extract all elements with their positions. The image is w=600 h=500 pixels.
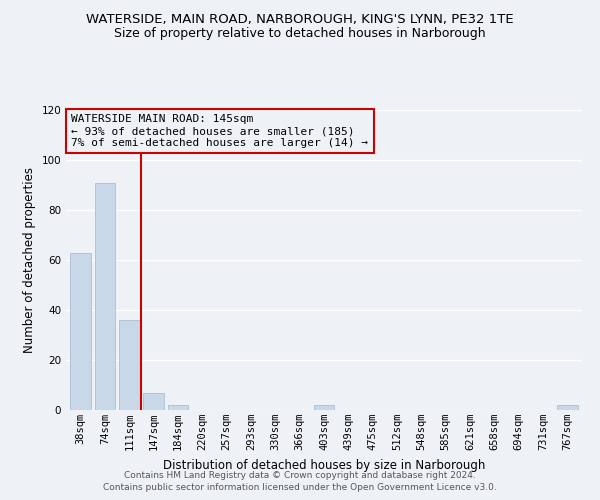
Bar [119,320,140,410]
Bar [70,252,91,410]
Bar [95,182,115,410]
Text: Contains HM Land Registry data © Crown copyright and database right 2024.
Contai: Contains HM Land Registry data © Crown c… [103,471,497,492]
Text: Size of property relative to detached houses in Narborough: Size of property relative to detached ho… [114,28,486,40]
Bar [143,392,164,410]
X-axis label: Distribution of detached houses by size in Narborough: Distribution of detached houses by size … [163,458,485,471]
Text: WATERSIDE MAIN ROAD: 145sqm
← 93% of detached houses are smaller (185)
7% of sem: WATERSIDE MAIN ROAD: 145sqm ← 93% of det… [71,114,368,148]
Bar [314,405,334,410]
Text: WATERSIDE, MAIN ROAD, NARBOROUGH, KING'S LYNN, PE32 1TE: WATERSIDE, MAIN ROAD, NARBOROUGH, KING'S… [86,12,514,26]
Bar [557,405,578,410]
Y-axis label: Number of detached properties: Number of detached properties [23,167,36,353]
Bar [167,405,188,410]
